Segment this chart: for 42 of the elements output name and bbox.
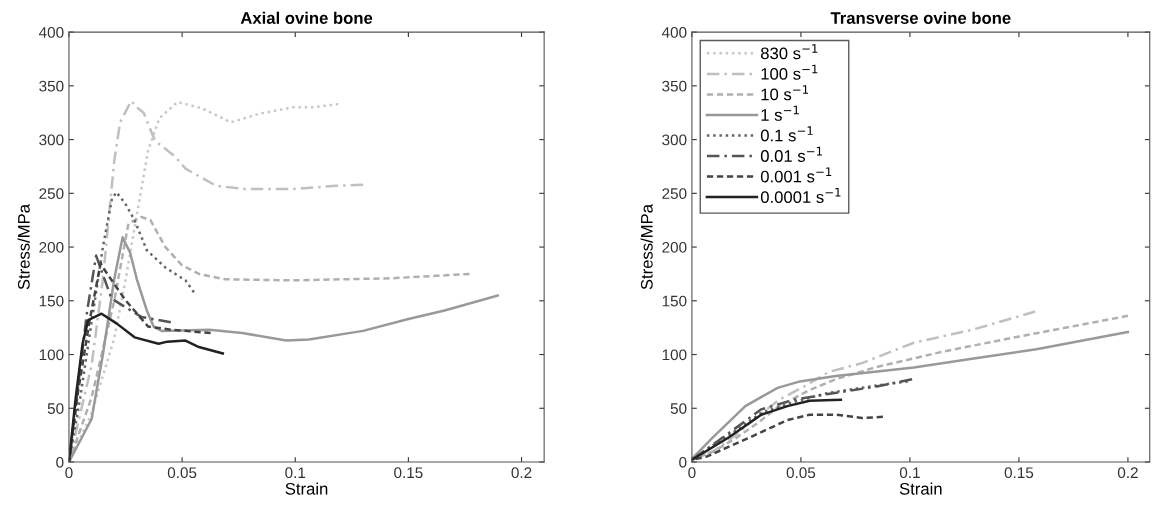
x-tick-label: 0.2 xyxy=(511,467,532,479)
legend-label: 0.0001 s$^{−1}$ xyxy=(760,187,841,203)
legend-label: 830 s$^{−1}$ xyxy=(760,44,818,60)
y-tick-label: 150 xyxy=(39,295,64,307)
y-tick-label: 350 xyxy=(662,80,687,92)
x-axis-title: Strain xyxy=(899,482,942,495)
x-tick-label: 0.2 xyxy=(1117,467,1138,479)
x-axis-title: Strain xyxy=(285,482,328,495)
y-tick-label: 100 xyxy=(39,349,64,361)
x-tick-label: 0.1 xyxy=(899,467,920,479)
y-tick-label: 300 xyxy=(662,134,687,146)
chart-title: Axial ovine bone xyxy=(240,11,373,24)
y-tick-label: 100 xyxy=(662,349,687,361)
chart-title: Transverse ovine bone xyxy=(830,11,1011,24)
x-tick-label: 0.05 xyxy=(786,467,816,479)
y-axis-title: Stress/MPa xyxy=(640,203,653,290)
y-tick-label: 300 xyxy=(39,134,64,146)
x-tick-label: 0 xyxy=(688,467,696,479)
x-tick-label: 0.15 xyxy=(394,467,423,479)
legend-label: 10 s$^{−1}$ xyxy=(761,85,809,101)
y-tick-label: 400 xyxy=(661,26,687,38)
y-tick-label: 50 xyxy=(47,403,64,414)
y-tick-label: 50 xyxy=(670,403,687,414)
y-tick-label: 250 xyxy=(39,188,64,200)
legend-label: 0.01 s$^{−1}$ xyxy=(760,146,822,162)
y-tick-label: 200 xyxy=(39,241,64,253)
x-tick-label: 0.05 xyxy=(167,467,197,479)
y-tick-label: 200 xyxy=(662,241,687,253)
legend-label: 0.001 s$^{−1}$ xyxy=(760,167,832,183)
y-axis-title: Stress/MPa xyxy=(17,203,30,290)
y-tick-label: 350 xyxy=(39,80,64,92)
legend-label: 0.1 s$^{−1}$ xyxy=(760,126,813,142)
y-tick-label: 0 xyxy=(56,456,64,468)
x-tick-label: 0.1 xyxy=(285,467,306,479)
x-tick-label: 0 xyxy=(65,467,73,479)
y-tick-label: 400 xyxy=(38,26,64,38)
legend-label: 100 s$^{−1}$ xyxy=(761,64,818,80)
y-tick-label: 0 xyxy=(679,456,687,468)
y-tick-label: 150 xyxy=(662,295,687,307)
legend-label: 1 s$^{−1}$ xyxy=(761,105,799,121)
x-tick-label: 0.15 xyxy=(1004,467,1034,479)
y-tick-label: 250 xyxy=(662,188,687,200)
